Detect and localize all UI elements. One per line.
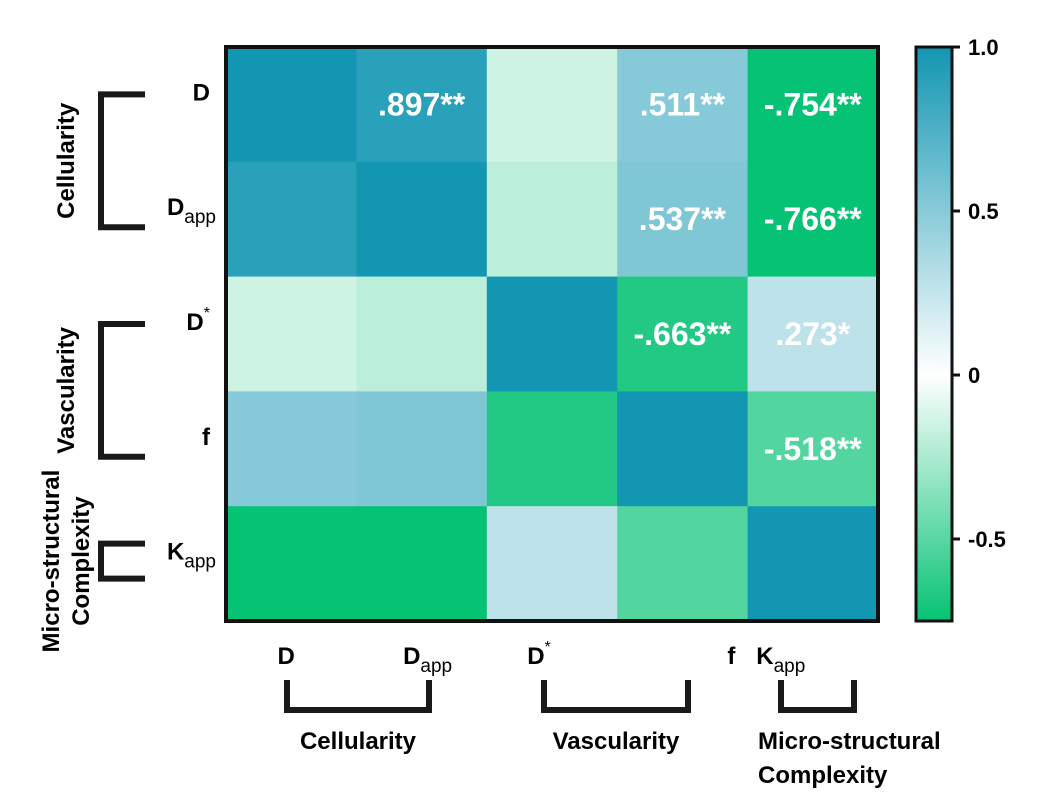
y-axis-labels: D Dapp D* f Kapp	[167, 79, 216, 572]
cell-value-label: .273*	[775, 316, 850, 352]
x-bracket-0	[284, 680, 432, 713]
heatmap-cell-r1-c1	[356, 161, 488, 278]
y-group-label: Vascularity	[53, 326, 80, 453]
y-label-4: Kapp	[167, 539, 216, 573]
heatmap-cell-r2-c4	[747, 276, 879, 392]
x-label-1: Dapp	[403, 643, 452, 677]
colorbar: 1.0 0.5 0 -0.5	[914, 35, 1006, 623]
y-label-3: f	[202, 424, 211, 451]
heatmap-cell-r2-c2	[486, 276, 618, 392]
cell-value-label: -.663**	[633, 316, 731, 352]
cell-value-label: .537**	[639, 201, 727, 237]
x-group-brackets: Cellularity Vascularity Micro-structural Co…	[284, 680, 941, 789]
x-group-label: Vascularity	[553, 728, 680, 755]
heatmap-cell-r3-c4	[747, 391, 879, 507]
heatmap-cell-r1-c3	[617, 161, 749, 278]
x-group-label: Cellularity	[300, 728, 417, 755]
heatmap-cell-r3-c1	[356, 391, 488, 507]
x-label-3: f	[727, 643, 736, 670]
heatmap-cell-r3-c2	[486, 391, 618, 507]
heatmap-cell-r0-c3	[617, 47, 749, 163]
heatmap-cell-r0-c0	[226, 47, 357, 163]
x-axis-labels: D Dapp D* f Kapp	[278, 639, 806, 677]
y-group-label: Complexity	[68, 496, 95, 626]
x-bracket-1	[541, 680, 691, 713]
y-label-0: D	[193, 79, 210, 106]
cell-value-label: -.754**	[764, 86, 862, 122]
colorbar-tick-label: 0.5	[968, 199, 999, 224]
x-label-2: D*	[527, 639, 551, 670]
cell-value-label: .897**	[378, 86, 466, 122]
cell-value-label: -.766**	[764, 201, 862, 237]
heatmap-cell-r0-c2	[486, 47, 618, 163]
x-label-4: Kapp	[756, 643, 805, 677]
y-group-label: Micro-structural	[38, 470, 65, 653]
cell-annotations: .897** .511** -.754** .537** -.766** -.663**.…	[378, 86, 862, 466]
heatmap-cell-r2-c0	[226, 276, 357, 392]
heatmap-cell-r1-c0	[226, 161, 357, 278]
x-group-label: Micro-structural	[758, 728, 941, 755]
y-label-2: D*	[186, 305, 210, 336]
heatmap-cell-r2-c3	[617, 276, 749, 392]
y-bracket-2	[98, 540, 145, 582]
y-bracket-1	[98, 321, 145, 460]
x-label-0: D	[278, 643, 295, 670]
heatmap-cell-r2-c1	[356, 276, 488, 392]
heatmap-cells	[226, 47, 879, 622]
heatmap-cell-r0-c1	[356, 47, 488, 163]
colorbar-tick-label: -0.5	[968, 527, 1006, 552]
heatmap-cell-r1-c4	[747, 161, 879, 278]
heatmap-cell-r1-c2	[486, 161, 618, 278]
colorbar-tick-label: 0	[968, 363, 980, 388]
colorbar-tick-label: 1.0	[968, 35, 999, 60]
y-bracket-0	[98, 91, 145, 231]
heatmap-cell-r3-c3	[617, 391, 749, 507]
cell-value-label: .511**	[640, 86, 726, 122]
y-label-1: Dapp	[167, 194, 216, 228]
cell-value-label: -.518**	[764, 431, 862, 467]
colorbar-gradient	[914, 45, 954, 623]
heatmap-cell-r4-c2	[486, 506, 618, 622]
heatmap-cell-r4-c1	[356, 506, 488, 622]
heatmap-cell-r4-c4	[747, 506, 879, 622]
x-group-label: Complexity	[758, 762, 888, 789]
heatmap-cell-r4-c3	[617, 506, 749, 622]
y-group-label: Cellularity	[53, 102, 80, 219]
heatmap-cell-r3-c0	[226, 391, 357, 507]
heatmap-cell-r0-c4	[747, 47, 879, 163]
heatmap-frame	[224, 45, 880, 623]
y-group-brackets: Cellularity Vascularity Micro-structural Co…	[38, 91, 145, 653]
x-bracket-2	[778, 680, 857, 713]
heatmap-cell-r4-c0	[226, 506, 357, 622]
